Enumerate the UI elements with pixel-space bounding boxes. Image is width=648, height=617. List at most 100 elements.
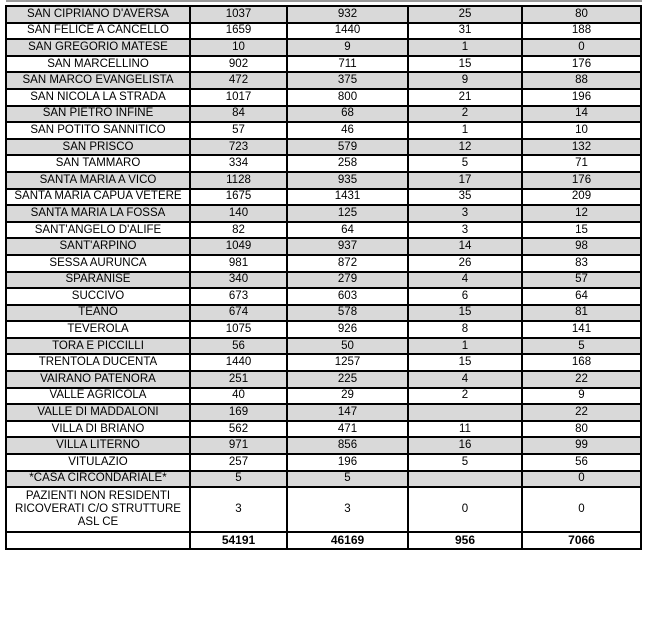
totals-value-cell: 7066 <box>521 531 642 551</box>
value-cell: 257 <box>189 453 288 472</box>
value-cell: 1049 <box>189 237 288 256</box>
value-cell: 71 <box>521 154 642 173</box>
value-cell: 279 <box>286 270 409 290</box>
value-cell: 147 <box>286 403 409 422</box>
value-cell: 176 <box>521 170 642 190</box>
table-row: VALLE DI MADDALONI 169 147 22 <box>5 403 642 422</box>
value-cell: 932 <box>286 5 409 24</box>
value-cell: 1440 <box>189 353 288 373</box>
table-row: SAN MARCO EVANGELISTA 472 375 9 88 <box>5 71 642 90</box>
value-cell: 562 <box>189 419 288 439</box>
table-row: VAIRANO PATENORA 251 225 4 22 <box>5 370 642 389</box>
value-cell: 169 <box>189 403 288 422</box>
municipality-cell: TEVEROLA <box>5 320 191 339</box>
value-cell <box>407 469 523 489</box>
table-row: SANTA MARIA A VICO 1128 935 17 176 <box>5 170 642 190</box>
value-cell: 1257 <box>286 353 409 373</box>
municipality-cell: SUCCIVO <box>5 287 191 306</box>
table-row: TEANO 674 578 15 81 <box>5 303 642 323</box>
table-row: VALLE AGRICOLA 40 29 2 9 <box>5 386 642 406</box>
municipality-cell: *CASA CIRCONDARIALE* <box>5 469 191 489</box>
value-cell: 12 <box>407 137 523 157</box>
value-cell: 64 <box>521 287 642 306</box>
municipality-cell: SAN FELICE A CANCELLO <box>5 21 191 41</box>
value-cell: 40 <box>189 386 288 406</box>
table-row: SAN TAMMARO 334 258 5 71 <box>5 154 642 173</box>
municipality-cell: VALLE AGRICOLA <box>5 386 191 406</box>
value-cell: 209 <box>521 187 642 207</box>
value-cell: 225 <box>286 370 409 389</box>
value-cell: 1659 <box>189 21 288 41</box>
table-body: SAN CIPRIANO D'AVERSA 1037 932 25 80 SAN FELI… <box>5 5 642 551</box>
value-cell: 1037 <box>189 5 288 24</box>
cutoff-row-sliver <box>6 0 642 2</box>
value-cell: 340 <box>189 270 288 290</box>
value-cell: 15 <box>407 54 523 74</box>
value-cell: 2 <box>407 104 523 124</box>
value-cell: 56 <box>521 453 642 472</box>
value-cell: 16 <box>407 436 523 456</box>
value-cell: 57 <box>189 121 288 140</box>
table-row: SANT'ARPINO 1049 937 14 98 <box>5 237 642 256</box>
value-cell: 46 <box>286 121 409 140</box>
value-cell: 334 <box>189 154 288 173</box>
value-cell: 0 <box>521 38 642 57</box>
value-cell: 8 <box>407 320 523 339</box>
value-cell: 2 <box>407 386 523 406</box>
value-cell: 471 <box>286 419 409 439</box>
table-row: SAN PIETRO INFINE 84 68 2 14 <box>5 104 642 124</box>
value-cell: 82 <box>189 220 288 240</box>
value-cell: 64 <box>286 220 409 240</box>
value-cell: 140 <box>189 204 288 223</box>
value-cell: 1675 <box>189 187 288 207</box>
value-cell: 674 <box>189 303 288 323</box>
value-cell: 56 <box>189 336 288 356</box>
value-cell <box>407 403 523 422</box>
table-row: SESSA AURUNCA 981 872 26 83 <box>5 253 642 273</box>
municipality-cell: SAN NICOLA LA STRADA <box>5 87 191 107</box>
table-row: TRENTOLA DUCENTA 1440 1257 15 168 <box>5 353 642 373</box>
municipality-cell: VITULAZIO <box>5 453 191 472</box>
value-cell: 3 <box>189 486 288 534</box>
value-cell: 141 <box>521 320 642 339</box>
value-cell: 578 <box>286 303 409 323</box>
value-cell: 57 <box>521 270 642 290</box>
value-cell: 258 <box>286 154 409 173</box>
value-cell: 9 <box>521 386 642 406</box>
value-cell: 3 <box>407 204 523 223</box>
table-row: VITULAZIO 257 196 5 56 <box>5 453 642 472</box>
table-row: SAN POTITO SANNITICO 57 46 1 10 <box>5 121 642 140</box>
value-cell: 35 <box>407 187 523 207</box>
value-cell: 196 <box>521 87 642 107</box>
municipality-cell: SAN MARCELLINO <box>5 54 191 74</box>
table-row: SAN CIPRIANO D'AVERSA 1037 932 25 80 <box>5 5 642 24</box>
value-cell: 0 <box>407 486 523 534</box>
municipality-cell: SPARANISE <box>5 270 191 290</box>
value-cell: 15 <box>521 220 642 240</box>
value-cell: 88 <box>521 71 642 90</box>
value-cell: 603 <box>286 287 409 306</box>
table-row: SUCCIVO 673 603 6 64 <box>5 287 642 306</box>
value-cell: 5 <box>189 469 288 489</box>
value-cell: 132 <box>521 137 642 157</box>
value-cell: 0 <box>521 469 642 489</box>
value-cell: 6 <box>407 287 523 306</box>
value-cell: 472 <box>189 71 288 90</box>
table-row: SAN NICOLA LA STRADA 1017 800 21 196 <box>5 87 642 107</box>
value-cell: 723 <box>189 137 288 157</box>
municipality-cell: SAN CIPRIANO D'AVERSA <box>5 5 191 24</box>
value-cell: 50 <box>286 336 409 356</box>
value-cell: 14 <box>521 104 642 124</box>
value-cell: 10 <box>189 38 288 57</box>
totals-value-cell: 46169 <box>286 531 409 551</box>
value-cell: 29 <box>286 386 409 406</box>
value-cell: 21 <box>407 87 523 107</box>
value-cell: 4 <box>407 370 523 389</box>
value-cell: 800 <box>286 87 409 107</box>
value-cell: 3 <box>407 220 523 240</box>
value-cell: 1 <box>407 38 523 57</box>
value-cell: 9 <box>286 38 409 57</box>
value-cell: 902 <box>189 54 288 74</box>
value-cell: 196 <box>286 453 409 472</box>
